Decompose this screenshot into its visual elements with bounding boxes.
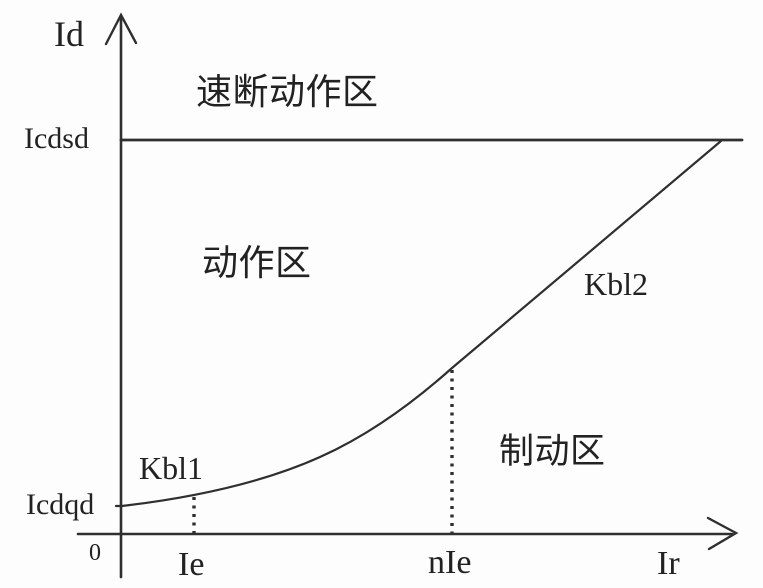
zone-restraint: 制动区	[499, 432, 606, 471]
restraint-characteristic-curve	[114, 139, 723, 508]
x-axis-arrowhead-icon	[706, 516, 739, 551]
x-tick-ie: Ie	[178, 546, 205, 583]
zone-instantaneous-trip: 速断动作区	[196, 72, 379, 112]
y-tick-icdqd: Icdqd	[26, 488, 95, 521]
x-tick-nie: nIe	[428, 544, 472, 581]
origin-label: 0	[89, 540, 101, 566]
x-axis-label: Ir	[657, 545, 680, 582]
slope-label-kbl1: Kbl1	[139, 450, 203, 486]
zone-operating: 动作区	[202, 243, 312, 283]
y-axis-arrowhead-icon	[104, 12, 138, 46]
slope-label-kbl2: Kbl2	[584, 266, 648, 302]
y-tick-icdsd: Icdsd	[24, 122, 89, 155]
y-axis-label: Id	[54, 14, 84, 54]
